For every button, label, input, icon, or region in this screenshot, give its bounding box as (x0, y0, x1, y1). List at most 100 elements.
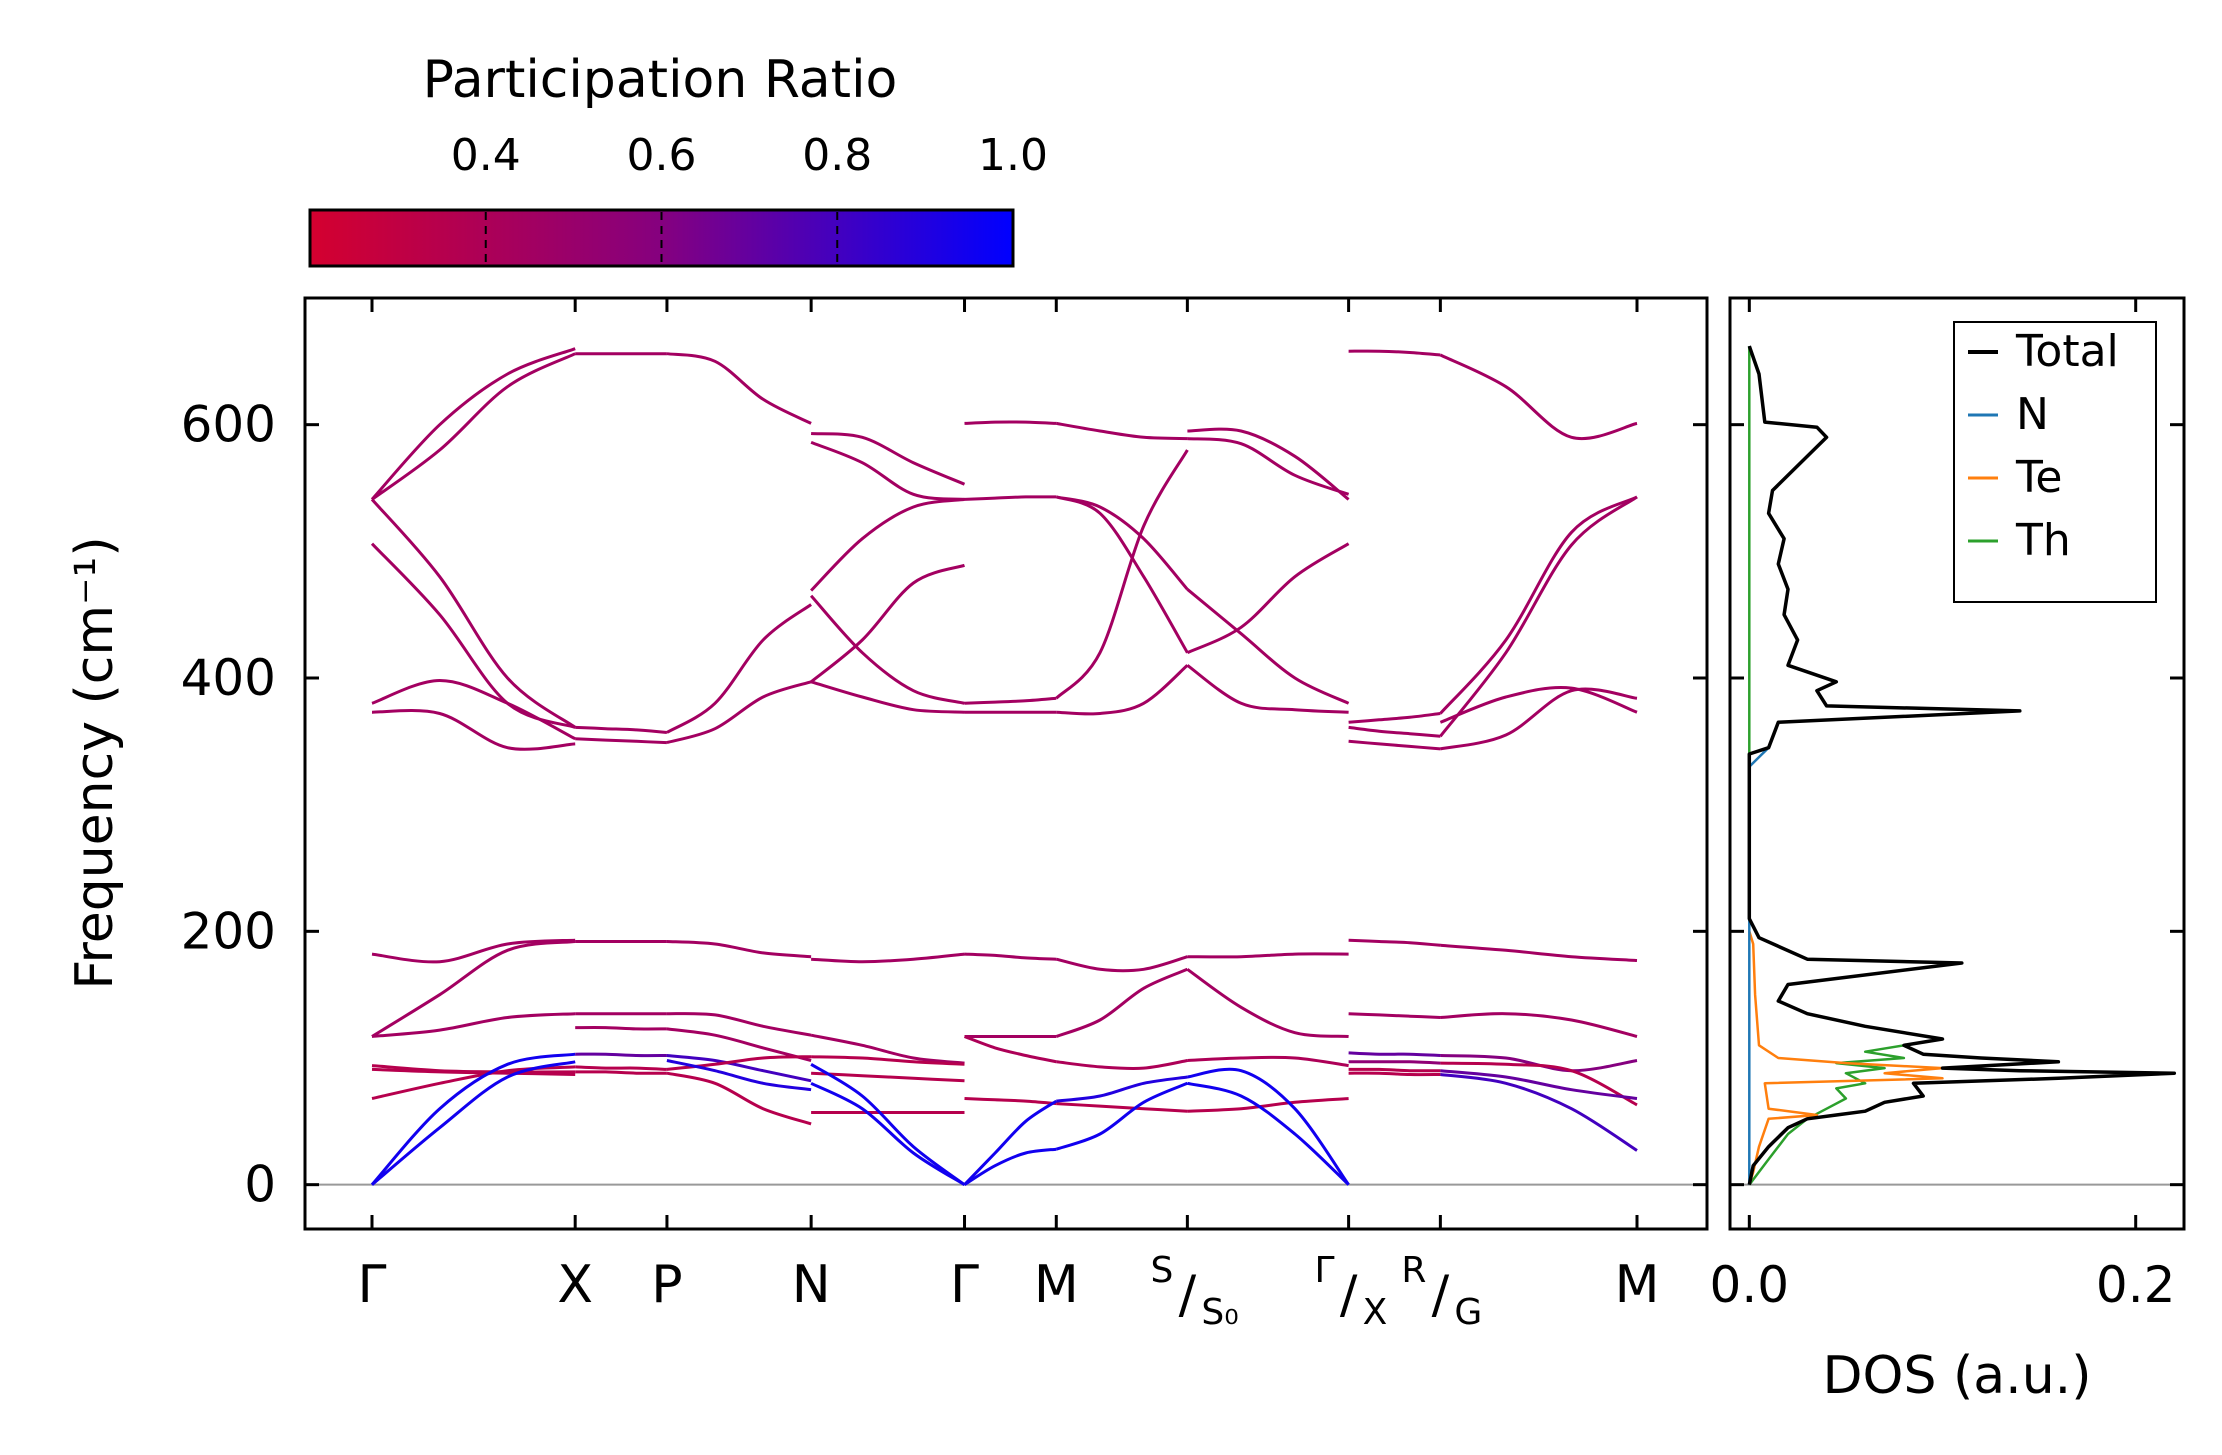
band-line-s0-b6 (371, 938, 576, 964)
band-line-s2-b7 (666, 1055, 812, 1071)
k-label-R-G-b: G (1454, 1292, 1482, 1333)
band-axes-frame (303, 296, 1709, 1231)
band-line-s2-b5 (666, 1027, 812, 1062)
colorbar: Participation Ratio 0.4 0.6 0.8 1.0 (308, 50, 1048, 268)
band-y-tick-label: 600 (181, 396, 276, 454)
legend-label-n: N (2016, 389, 2049, 440)
band-line-s0-b3 (370, 498, 577, 729)
band-line-s8-b5 (1440, 943, 1638, 962)
band-line-s0-b0 (370, 347, 576, 501)
band-line-s6-b1 (1187, 437, 1350, 496)
band-line-s8-b4 (1439, 686, 1638, 724)
band-line-s6-b7 (1187, 1055, 1349, 1068)
band-line-s3-b3 (809, 594, 965, 705)
band-line-s3-b6 (811, 952, 965, 964)
k-label-S-S0-slash: / (1179, 1265, 1197, 1325)
band-line-s1-b5 (575, 1026, 667, 1031)
band-line-s8-b1 (1439, 495, 1638, 715)
band-line-s0-b2 (370, 542, 576, 729)
band-line-s6-b4 (1186, 664, 1349, 714)
band-line-s7-b0 (1348, 349, 1441, 357)
k-label-P: P (651, 1255, 682, 1315)
band-line-s2-b1 (666, 603, 812, 734)
band-line-s3-b1 (810, 441, 965, 501)
k-label-Gamma-X-slash: / (1340, 1265, 1358, 1325)
k-label-M2: M (1615, 1255, 1660, 1315)
band-line-s3-b11 (810, 1063, 966, 1186)
band-y-tick-label: 400 (181, 649, 276, 707)
band-line-s5-b5 (1055, 955, 1188, 973)
band-line-s8-b2 (1439, 495, 1638, 738)
k-label-S-S0-a: S (1151, 1250, 1174, 1291)
band-line-s8-b3 (1440, 687, 1638, 751)
dos-ticks: 0.0 0.2 (1710, 298, 2184, 1314)
band-line-s7-b2 (1348, 725, 1441, 738)
band-line-s3-b2 (810, 497, 965, 592)
band-line-s1-b2 (575, 737, 667, 745)
band-line-s3-b0 (810, 432, 966, 486)
band-line-s4-b0 (964, 420, 1057, 425)
dos-x-tick-label: 0.2 (2096, 1256, 2176, 1314)
band-line-s2-b6 (666, 1054, 812, 1083)
legend-label-total: Total (2015, 326, 2119, 377)
band-line-s4-b7 (964, 1097, 1057, 1106)
dos-legend: Total N Te Th (1953, 321, 2157, 603)
k-label-R-G-a: R (1401, 1250, 1426, 1291)
band-line-s7-b8 (1348, 1067, 1441, 1073)
band-line-s8-b6 (1440, 1012, 1638, 1038)
band-line-s5-b4 (1056, 664, 1189, 716)
band-line-s2-b8 (666, 1071, 812, 1126)
band-line-s3-b8 (811, 1055, 965, 1066)
band-line-s8-b10 (1440, 1073, 1638, 1152)
band-y-axis-label: Frequency (cm⁻¹) (65, 536, 125, 989)
band-line-s4-b9 (963, 1099, 1058, 1186)
dos-x-axis-label: DOS (a.u.) (1823, 1346, 2092, 1406)
dos-panel: 0.0 0.2 DOS (a.u.) Total N Te Th (1710, 296, 2186, 1406)
k-label-M: M (1034, 1255, 1079, 1315)
band-line-s1-b1 (575, 725, 668, 734)
band-line-s5-b0 (1056, 421, 1188, 441)
band-x-ticks: Γ X P N Γ M S / S₀Γ / XR / G M (358, 298, 1660, 1333)
band-line-s2-b3 (666, 940, 812, 959)
band-y-tick-label: 0 (244, 1156, 276, 1214)
band-line-s5-b6 (1055, 967, 1189, 1038)
colorbar-ticks: 0.4 0.6 0.8 1.0 (451, 130, 1048, 264)
k-label-N: N (792, 1255, 831, 1315)
band-line-s6-b9 (1187, 1067, 1350, 1186)
band-line-s3-b7 (810, 1033, 965, 1065)
band-line-s8-b8 (1440, 1061, 1638, 1107)
band-line-s5-b7 (1056, 1059, 1188, 1071)
k-label-Gamma-X-b: X (1363, 1292, 1388, 1333)
colorbar-tick-label: 0.8 (802, 130, 872, 181)
colorbar-tick-label: 0.6 (627, 130, 697, 181)
band-lines (370, 347, 1638, 1186)
dos-line-total (1747, 345, 2177, 1186)
band-line-s0-b8 (371, 1012, 576, 1038)
colorbar-tick-label: 1.0 (978, 130, 1048, 181)
band-line-s7-b7 (1348, 1060, 1441, 1065)
band-y-tick-label: 200 (181, 902, 276, 960)
band-line-s6-b8 (1187, 1097, 1349, 1113)
band-line-s3-b9 (811, 1071, 965, 1083)
band-line-s6-b6 (1186, 968, 1349, 1038)
band-line-s4-b8 (963, 1147, 1057, 1186)
band-line-s3-b4 (810, 563, 965, 683)
band-line-s0-b12 (370, 1052, 576, 1186)
band-line-s7-b6 (1348, 1051, 1441, 1057)
k-label-S-S0-b: S₀ (1201, 1292, 1238, 1333)
band-line-s1-b6 (575, 1052, 667, 1058)
dos-x-tick-label: 0.0 (1710, 1256, 1790, 1314)
dos-legend-box (1953, 321, 2157, 603)
band-line-s6-b10 (1187, 1081, 1350, 1186)
band-line-s6-b5 (1187, 952, 1349, 959)
dos-lines (1747, 345, 2177, 1186)
legend-label-th: Th (2015, 515, 2071, 566)
band-line-s3-b5 (810, 680, 965, 714)
band-line-s2-b9 (666, 1059, 812, 1092)
band-line-s0-b1 (371, 352, 576, 501)
band-y-ticks: 0 200 400 600 (181, 396, 1707, 1214)
legend-label-te: Te (2015, 452, 2062, 503)
band-line-s4-b6 (963, 1035, 1057, 1064)
band-line-s4-b2 (964, 696, 1057, 705)
